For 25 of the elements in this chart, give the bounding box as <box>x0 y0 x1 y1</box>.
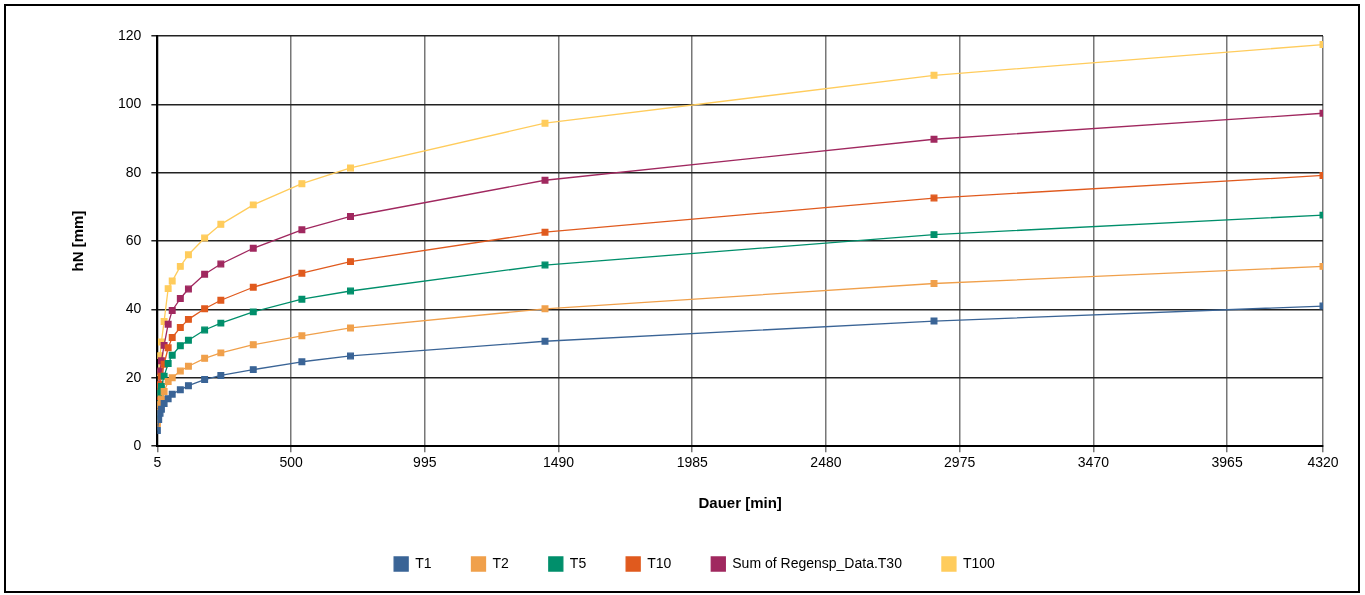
x-tick-label: 3470 <box>1077 454 1110 471</box>
y-tick-label: 40 <box>125 300 142 317</box>
x-tick-label: 500 <box>279 454 303 471</box>
legend-label: Sum of Regensp_Data.T30 <box>732 554 903 571</box>
legend-label: T5 <box>569 554 587 571</box>
legend-label: T2 <box>492 554 510 571</box>
legend-label: T100 <box>962 554 996 571</box>
y-tick-label: 80 <box>125 163 142 180</box>
x-tick-label: 995 <box>413 454 437 471</box>
y-tick-label: 60 <box>125 231 142 248</box>
x-tick-label: 4320 <box>1307 454 1339 471</box>
legend-label: T1 <box>415 554 432 571</box>
x-tick-label: 2975 <box>944 454 976 471</box>
x-tick-label: 5 <box>153 454 162 471</box>
y-tick-label: 120 <box>118 26 142 43</box>
x-axis-title: Dauer [min] <box>698 494 782 512</box>
y-tick-label: 100 <box>118 95 142 112</box>
y-tick-label: 20 <box>125 368 142 385</box>
x-tick-label: 1490 <box>542 454 575 471</box>
x-tick-label: 2480 <box>810 454 842 471</box>
x-tick-label: 1985 <box>676 454 709 471</box>
legend-label: T10 <box>647 554 672 571</box>
y-tick-label: 0 <box>133 437 142 454</box>
x-tick-label: 3965 <box>1211 454 1243 471</box>
y-axis-title: hN [mm] <box>69 210 87 272</box>
